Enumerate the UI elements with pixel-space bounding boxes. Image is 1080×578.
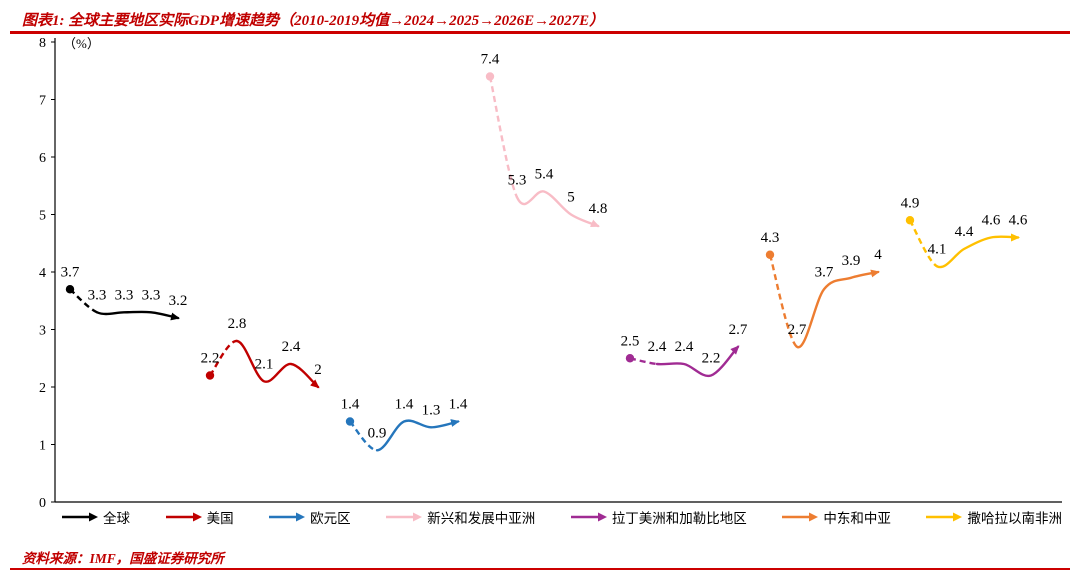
legend-arrow-icon [570,512,607,522]
legend-arrow-icon [269,512,306,522]
series-start-dot [65,285,75,294]
y-tick-label: 3 [39,324,46,339]
data-label: 1.4 [395,397,414,413]
legend-label: 中东和中亚 [823,511,891,526]
legend-item: 撒哈拉以南非洲 [924,507,1062,527]
data-label: 4.9 [901,195,920,211]
data-label: 3.3 [115,287,134,303]
axes: 0 1 2 3 4 5 6 7 8 （%） [39,36,1062,511]
data-label: 2.5 [621,333,640,349]
data-label: 3.7 [815,264,834,280]
series-line-5: 2.5 2.4 2.4 2.2 2.7 [621,322,748,378]
data-label: 4.8 [589,201,608,217]
source-note: 资料来源：IMF，国盛证券研究所 [22,551,224,566]
chart-title: 图表1: 全球主要地区实际GDP增速趋势（2010-2019均值→2024→20… [22,13,605,29]
data-label: 1.4 [449,397,468,413]
y-tick-label: 2 [39,381,46,396]
data-label: 4.4 [955,224,974,240]
legend-item: 全球 [60,507,130,527]
legend-item: 中东和中亚 [780,507,891,527]
data-label: 3.7 [61,264,80,280]
legend-arrow-icon [386,512,423,522]
series-line-3: 1.4 0.9 1.4 1.3 1.4 [341,397,468,452]
y-tick-label: 1 [39,439,46,454]
legend-label: 全球 [103,511,130,526]
series-start-dot [205,371,215,380]
y-tick-label: 5 [39,209,46,224]
series-start-dot [345,417,355,426]
legend-label: 欧元区 [310,511,351,526]
data-label: 2.2 [702,351,721,367]
y-tick-label: 6 [39,151,46,166]
y-axis-unit-label: （%） [63,36,100,51]
series-line-4: 7.4 5.3 5.4 5 4.8 [481,52,608,228]
legend-label: 拉丁美洲和加勒比地区 [611,511,747,526]
legend-item: 欧元区 [267,507,351,527]
chart-legend: 全球 美国 欧元区 新兴和发展中亚洲 拉丁美洲和加勒比地区 中东和中亚 撒哈拉以南非洲 [60,503,1062,531]
y-tick-label: 4 [39,266,46,281]
bottom-divider [10,568,1070,570]
series-line-2: 2.2 2.8 2.1 2.4 2 [201,316,322,389]
data-label: 7.4 [481,52,500,68]
legend-arrow-icon [926,512,963,522]
top-divider [10,31,1070,34]
data-label: 2 [314,362,322,378]
y-tick-label: 8 [39,36,46,51]
legend-item: 美国 [164,507,234,527]
data-label: 4.1 [928,241,947,257]
data-label: 4.3 [761,230,780,246]
data-label: 3.9 [842,253,861,269]
data-label: 2.4 [648,339,667,355]
data-label: 5.4 [535,167,554,183]
series-line-1: 3.7 3.3 3.3 3.3 3.2 [61,264,188,321]
data-label: 2.1 [255,356,274,372]
data-label: 2.4 [282,339,301,355]
data-label: 3.3 [88,287,107,303]
series-start-dot [765,250,775,259]
legend-label: 撒哈拉以南非洲 [967,511,1062,526]
legend-label: 新兴和发展中亚洲 [427,511,536,526]
data-label: 3.2 [169,293,188,309]
y-tick-label: 0 [39,496,46,511]
legend-item: 拉丁美洲和加勒比地区 [569,507,747,527]
data-label: 2.4 [675,339,694,355]
data-label: 0.9 [368,425,387,441]
data-label: 4 [874,247,882,263]
legend-arrow-icon [165,512,202,522]
series-line-6: 4.3 2.7 3.7 3.9 4 [761,230,882,349]
data-label: 5.3 [508,172,527,188]
data-label: 4.6 [1009,213,1028,229]
series-start-dot [625,354,635,363]
legend-item: 新兴和发展中亚洲 [384,507,535,527]
legend-arrow-icon [782,512,819,522]
data-label: 2.7 [729,322,748,338]
legend-arrow-icon [62,512,98,522]
data-label: 1.3 [422,402,441,418]
series-start-dot [485,72,495,81]
series-line-7: 4.9 4.1 4.4 4.6 4.6 [901,195,1028,269]
data-label: 3.3 [142,287,161,303]
y-tick-label: 7 [39,94,46,109]
legend-label: 美国 [206,511,234,526]
data-label: 2.8 [228,316,247,332]
data-label: 1.4 [341,397,360,413]
data-label: 2.2 [201,351,220,367]
data-label: 4.6 [982,213,1001,229]
series-start-dot [905,216,915,225]
data-label: 5 [567,190,575,206]
data-label: 2.7 [788,322,807,338]
